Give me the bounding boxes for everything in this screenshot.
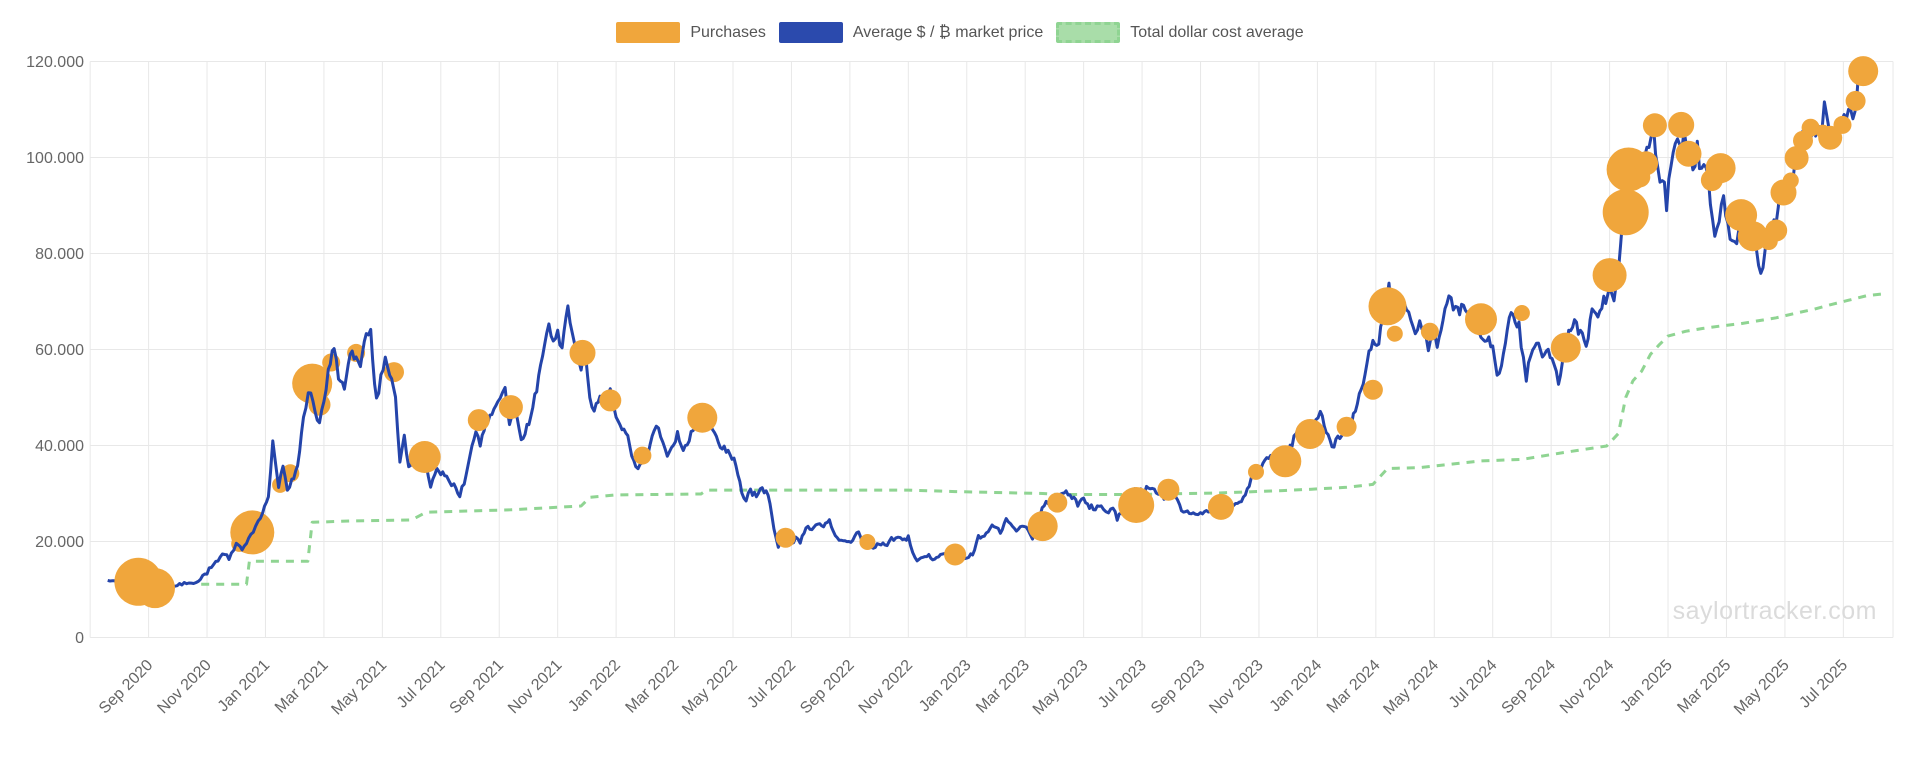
purchase-bubble[interactable] [1386,325,1403,342]
legend-label: Purchases [690,24,766,41]
purchase-bubble[interactable] [1668,111,1695,138]
dca-line [201,292,1885,586]
chart-legend: Purchases Average $ / ₿ market price Tot… [0,22,1920,43]
x-tick-label: May 2024 [1380,657,1442,719]
x-tick-label: Nov 2021 [505,657,566,718]
purchase-bubble[interactable] [1368,287,1407,326]
purchase-bubble[interactable] [498,395,523,420]
purchases-swatch-icon [616,22,681,43]
purchase-bubble[interactable] [1845,90,1866,111]
x-tick-label: Jul 2022 [744,657,799,712]
purchase-bubble[interactable] [1157,478,1180,501]
x-tick-label: May 2025 [1731,657,1793,719]
x-tick-label: Nov 2020 [154,657,215,718]
x-tick-label: May 2022 [679,657,741,719]
purchase-bubble[interactable] [408,441,441,473]
watermark: saylortracker.com [1672,597,1877,625]
y-tick-label: 60.000 [35,342,84,359]
y-tick-label: 40.000 [35,438,84,455]
x-tick-label: Mar 2025 [1674,657,1734,717]
x-tick-label: Jan 2022 [565,657,624,716]
x-tick-label: Jan 2024 [1267,657,1326,716]
purchase-bubble[interactable] [1818,125,1843,150]
purchase-bubble[interactable] [1248,463,1264,480]
x-tick-label: Mar 2023 [973,657,1033,717]
y-tick-label: 0 [75,630,84,647]
purchase-bubble[interactable] [1634,151,1659,176]
legend-item-purchases[interactable]: Purchases [616,22,766,43]
x-tick-label: Sep 2020 [96,657,157,718]
purchase-bubble[interactable] [569,339,596,366]
x-tick-label: May 2023 [1030,657,1092,719]
purchase-bubble[interactable] [1675,140,1702,167]
purchase-bubble[interactable] [1295,419,1326,449]
x-tick-label: Jul 2023 [1095,657,1150,712]
legend-item-dca[interactable]: Total dollar cost average [1056,22,1304,43]
x-tick-label: Sep 2022 [797,657,858,718]
purchase-bubble[interactable] [1047,492,1068,513]
dca-swatch-icon [1056,22,1121,43]
purchase-bubble[interactable] [1592,258,1627,293]
purchase-bubble[interactable] [599,389,622,412]
purchase-bubble[interactable] [1362,379,1383,400]
purchase-bubble[interactable] [1801,118,1820,137]
x-tick-label: Nov 2022 [856,657,917,718]
purchase-bubble[interactable] [944,543,967,566]
purchase-bubble[interactable] [1465,303,1497,336]
purchase-bubble[interactable] [1550,332,1581,363]
legend-label: Average $ / ₿ market price [852,24,1044,41]
x-tick-label: May 2021 [328,657,390,719]
purchase-bubble[interactable] [1118,487,1155,523]
purchase-bubble[interactable] [1336,416,1357,437]
x-tick-label: Jan 2021 [215,657,274,716]
purchase-bubble[interactable] [1420,322,1439,341]
x-tick-label: Nov 2023 [1206,657,1267,718]
purchase-bubble[interactable] [1269,445,1302,478]
purchase-bubble[interactable] [1642,113,1667,138]
x-tick-label: Jan 2023 [916,657,975,716]
x-tick-label: Sep 2023 [1148,657,1209,718]
purchase-bubble[interactable] [633,446,652,465]
purchase-bubble[interactable] [1765,219,1788,242]
y-tick-label: 100.000 [26,150,84,167]
purchase-bubble[interactable] [1848,56,1879,87]
purchase-bubble[interactable] [292,363,333,404]
purchase-bubble[interactable] [687,402,718,433]
x-tick-label: Jul 2025 [1796,657,1851,712]
x-tick-label: Jan 2025 [1617,657,1676,716]
purchase-bubble[interactable] [135,568,175,609]
x-tick-label: Mar 2022 [623,657,683,717]
market-price-swatch-icon [778,22,843,43]
y-tick-label: 20.000 [35,534,84,551]
x-tick-label: Mar 2024 [1324,657,1384,717]
x-tick-label: Jul 2024 [1446,657,1501,712]
x-tick-label: Nov 2024 [1557,657,1618,718]
x-tick-label: Mar 2021 [272,657,332,717]
purchase-bubble[interactable] [467,409,490,432]
x-tick-label: Jul 2021 [394,657,449,712]
legend-item-market-price[interactable]: Average $ / ₿ market price [778,22,1044,43]
purchase-bubble[interactable] [1833,115,1852,134]
purchase-bubble[interactable] [775,527,796,548]
purchase-bubble[interactable] [1782,172,1799,189]
purchase-bubble[interactable] [1602,189,1649,236]
purchase-bubble[interactable] [1027,511,1058,542]
x-tick-label: Sep 2024 [1499,657,1560,718]
y-tick-label: 80.000 [35,246,84,263]
purchase-bubble[interactable] [1705,153,1736,184]
y-tick-label: 120.000 [26,54,84,71]
purchase-bubble[interactable] [1208,493,1234,520]
purchase-bubble[interactable] [1513,305,1530,321]
x-tick-label: Sep 2021 [447,657,508,718]
purchase-bubble[interactable] [1784,146,1809,170]
market-price-line [107,59,1875,591]
legend-label: Total dollar cost average [1130,24,1304,41]
purchase-bubble[interactable] [859,534,876,550]
